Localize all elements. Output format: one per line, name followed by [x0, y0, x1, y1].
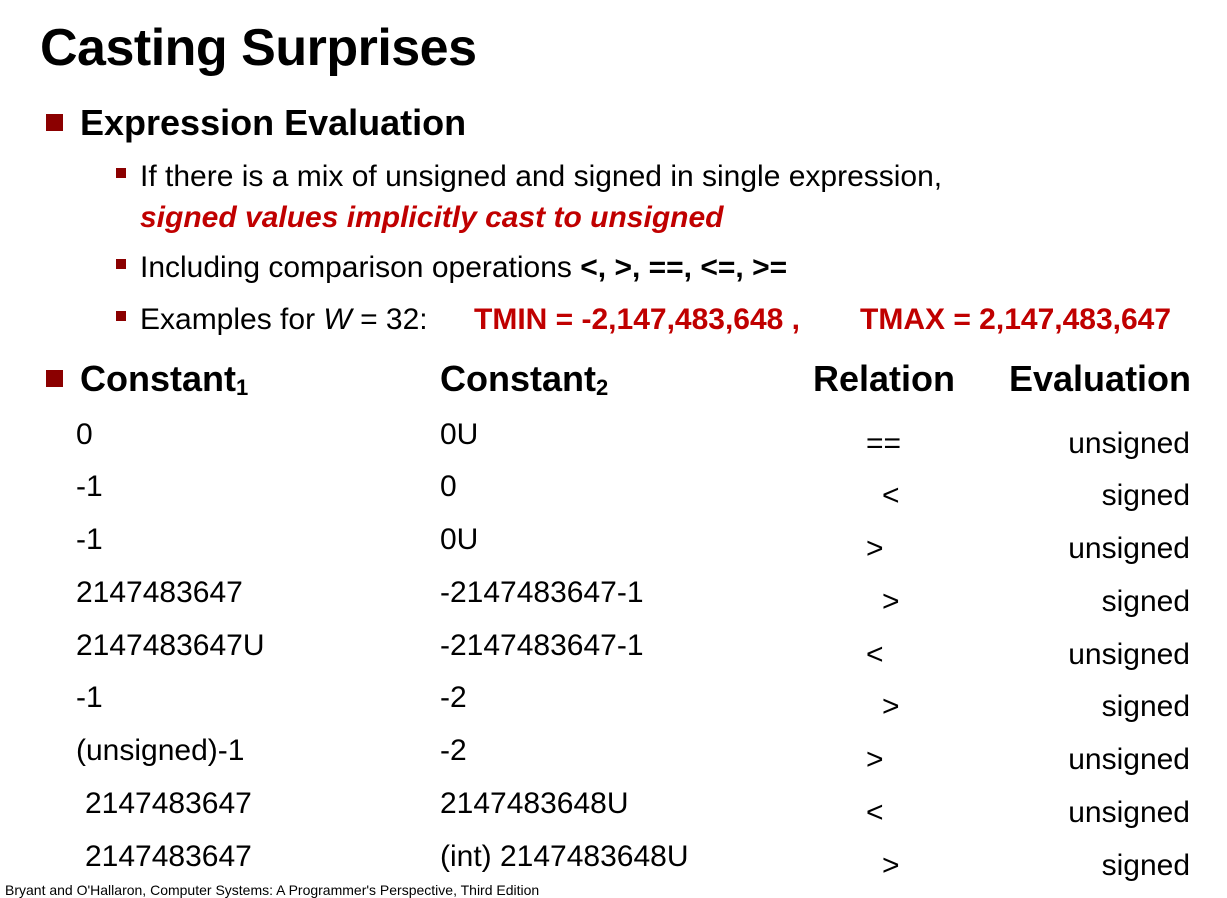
bullet-expression-evaluation: Expression Evaluation [46, 102, 466, 144]
row-constant1: -1 [76, 523, 103, 556]
header-constant2: Constant2 [440, 358, 608, 400]
row-constant1: 2147483647 [76, 576, 243, 609]
bullet-mix-emphasis: signed values implicitly cast to unsigne… [140, 201, 724, 234]
tmax-value: TMAX = 2,147,483,647 [860, 303, 1172, 336]
comparison-operators: <, >, ==, <=, >= [580, 251, 788, 284]
row-constant1: 0 [76, 418, 93, 451]
row-constant2: 0 [440, 470, 457, 503]
bullet-comparison-text: Including comparison operations [140, 251, 581, 284]
row-constant1: -1 [76, 470, 103, 503]
row-constant1: 2147483647 [85, 787, 252, 820]
bullet-mix: If there is a mix of unsigned and signed… [116, 160, 942, 194]
row-relation: > [866, 532, 884, 565]
header-constant1-text: Constant [80, 358, 236, 399]
header-constant2-subscript: 2 [596, 375, 609, 400]
header-evaluation: Evaluation [1009, 358, 1192, 399]
row-constant1: 2147483647 [85, 840, 252, 873]
row-constant2: 2147483648U [440, 787, 629, 820]
bullet-comparison: Including comparison operations <, >, ==… [116, 251, 787, 285]
footer-citation: Bryant and O'Hallaron, Computer Systems:… [5, 882, 540, 898]
tmin-value: TMIN = -2,147,483,648 , [474, 303, 801, 336]
square-bullet-icon [46, 369, 63, 387]
row-constant2: (int) 2147483648U [440, 840, 689, 873]
row-relation: < [866, 796, 884, 829]
header-constant2-text: Constant [440, 358, 596, 399]
row-relation: > [882, 585, 900, 618]
header-constant1: Constant1 [46, 358, 248, 400]
small-square-bullet-icon [116, 259, 126, 269]
row-relation: < [866, 638, 884, 671]
square-bullet-icon [46, 113, 63, 131]
bullet-mix-text: If there is a mix of unsigned and signed… [140, 160, 943, 193]
row-relation: == [866, 427, 902, 460]
row-relation: > [866, 743, 884, 776]
row-evaluation: unsigned [1068, 638, 1190, 671]
bullet-examples: Examples for W = 32: [116, 303, 428, 337]
examples-variable: W [323, 303, 352, 336]
examples-prefix: Examples for [140, 303, 324, 336]
row-evaluation: signed [1101, 690, 1190, 723]
small-square-bullet-icon [116, 168, 126, 178]
row-evaluation: unsigned [1068, 743, 1190, 776]
row-constant1: -1 [76, 681, 103, 714]
row-evaluation: unsigned [1068, 427, 1190, 460]
header-relation: Relation [813, 358, 956, 399]
row-constant2: 0U [440, 418, 479, 451]
row-evaluation: signed [1101, 585, 1190, 618]
row-constant2: 0U [440, 523, 479, 556]
row-constant2: -2147483647-1 [440, 576, 644, 609]
row-relation: > [882, 690, 900, 723]
slide-title: Casting Surprises [40, 19, 477, 77]
row-constant2: -2 [440, 681, 467, 714]
row-constant2: -2 [440, 734, 467, 767]
row-evaluation: unsigned [1068, 532, 1190, 565]
row-relation: < [882, 479, 900, 512]
row-constant1: (unsigned)-1 [76, 734, 245, 767]
row-evaluation: signed [1101, 849, 1190, 882]
row-evaluation: signed [1101, 479, 1190, 512]
small-square-bullet-icon [116, 311, 126, 321]
bullet-expression-evaluation-text: Expression Evaluation [80, 102, 467, 143]
row-constant1: 2147483647U [76, 629, 265, 662]
row-relation: > [882, 849, 900, 882]
header-constant1-subscript: 1 [236, 375, 249, 400]
row-evaluation: unsigned [1068, 796, 1190, 829]
row-constant2: -2147483647-1 [440, 629, 644, 662]
examples-equals: = 32: [351, 303, 428, 336]
